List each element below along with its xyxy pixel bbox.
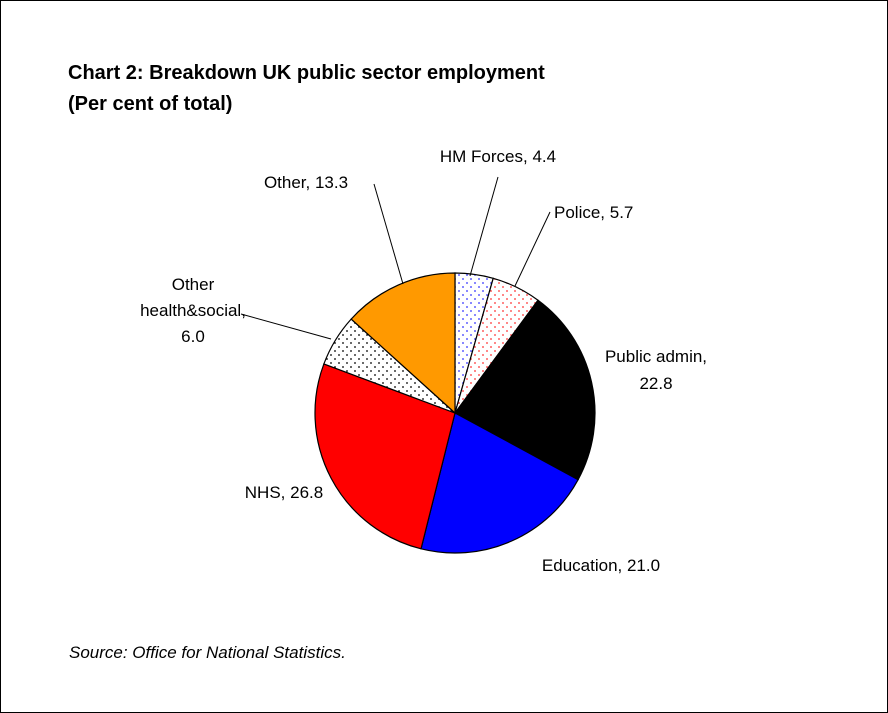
leader-line-2 <box>514 211 551 287</box>
slice-label-3: Public admin, 22.8 <box>605 347 707 393</box>
leader-line-1 <box>469 176 499 277</box>
chart-subtitle: (Per cent of total) <box>68 93 233 115</box>
leader-line-6 <box>240 313 332 340</box>
pie-slice-4 <box>420 412 579 554</box>
slice-label-4: Education, 21.0 <box>542 556 660 575</box>
pie-slice-7 <box>350 272 456 415</box>
pie-slice-5 <box>314 363 456 550</box>
pie-slice-3 <box>454 299 596 481</box>
slice-label-2: Police, 5.7 <box>554 203 633 222</box>
source-note: Source: Office for National Statistics. <box>69 643 346 662</box>
slice-label-7: Other, 13.3 <box>264 173 348 192</box>
slice-label-5: NHS, 26.8 <box>245 483 323 502</box>
leader-line-7 <box>373 183 404 285</box>
chart-title: Chart 2: Breakdown UK public sector empl… <box>68 62 545 84</box>
slice-label-1: HM Forces, 4.4 <box>440 147 556 166</box>
slice-label-6: Other health&social, 6.0 <box>140 275 246 346</box>
